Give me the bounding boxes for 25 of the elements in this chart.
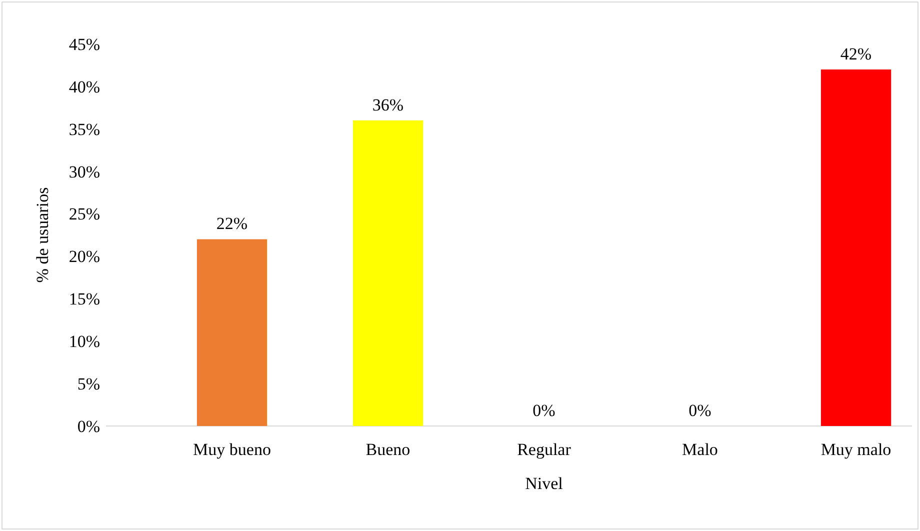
y-tick-label: 35% (68, 120, 100, 139)
data-label: 22% (216, 214, 248, 234)
data-label: 42% (840, 44, 872, 64)
x-tick-label: Malo (682, 440, 718, 459)
data-label: 0% (688, 401, 712, 420)
bar (352, 120, 424, 426)
x-tick-label: Muy bueno (193, 440, 271, 459)
y-tick-label: 5% (77, 374, 100, 394)
x-axis-title: Nivel (525, 474, 564, 493)
x-tick-label: Muy malo (820, 440, 892, 459)
y-tick-label: 20% (68, 247, 100, 266)
y-tick-label: 0% (77, 416, 100, 436)
x-tick-label: Bueno (366, 440, 410, 459)
y-tick-label: 30% (68, 162, 100, 182)
y-axis-title: % de usuarios (33, 187, 52, 283)
data-label: 0% (532, 401, 556, 420)
bar (820, 69, 892, 426)
bar (196, 239, 268, 426)
data-label: 36% (372, 95, 404, 114)
x-tick-label: Regular (517, 440, 572, 459)
y-tick-label: 45% (68, 34, 100, 54)
y-tick-label: 10% (68, 332, 100, 352)
y-tick-label: 40% (68, 77, 100, 96)
y-tick-label: 25% (68, 204, 100, 224)
y-tick-label: 15% (68, 290, 100, 309)
